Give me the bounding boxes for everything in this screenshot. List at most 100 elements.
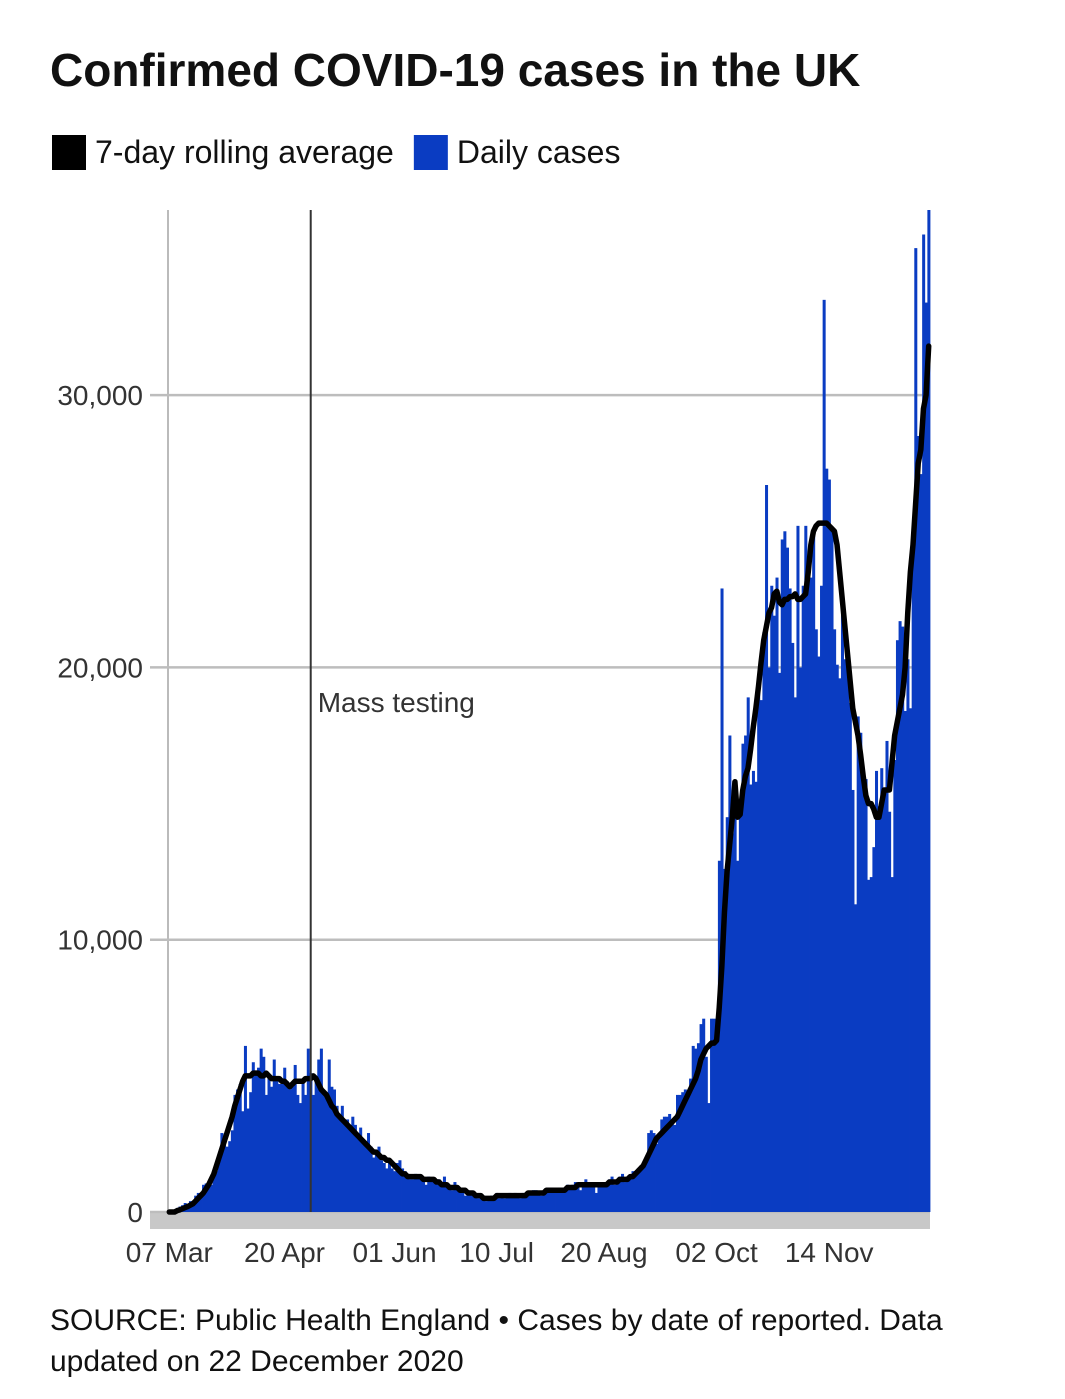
baseline-band [150,1212,930,1229]
bar [644,1160,648,1212]
x-tick-label: 07 Mar [126,1237,213,1268]
legend-label: Daily cases [457,134,621,170]
bar [411,1179,415,1212]
bar [317,1059,321,1212]
bar [780,539,784,1212]
bar [730,833,735,1212]
legend-swatch [413,135,448,170]
bar [676,1094,680,1212]
bar [838,678,842,1212]
bar [749,784,753,1212]
bar [262,1056,266,1212]
bar [241,1111,245,1212]
bar [568,1187,572,1212]
bar [796,525,800,1212]
bar [699,1024,703,1212]
bar [343,1122,347,1212]
bar [432,1182,436,1212]
bar [817,656,821,1212]
bar [607,1179,611,1212]
bar [851,789,855,1212]
bar [484,1201,488,1212]
bar [539,1195,543,1212]
bar [830,531,834,1212]
bar [775,577,779,1212]
bar [356,1138,360,1212]
bar [202,1184,206,1212]
bar [600,1187,604,1212]
bar [639,1165,643,1212]
bar [628,1176,632,1212]
bar [233,1094,237,1212]
bar [744,735,748,1212]
bar [353,1124,357,1212]
bar [304,1094,308,1212]
bar [505,1195,509,1212]
bar [277,1084,281,1212]
bar [859,732,863,1212]
bar [623,1182,627,1212]
bar [809,577,813,1212]
bar [288,1089,292,1212]
bar [306,1048,310,1212]
bar [893,760,897,1212]
bar [215,1171,219,1212]
bar [880,768,884,1212]
bar [335,1105,339,1212]
bar [846,670,850,1212]
bar [516,1195,520,1212]
bar [563,1187,567,1212]
bar [919,474,923,1212]
rolling-average-line [166,343,932,1215]
bar [649,1130,653,1212]
bar [673,1124,677,1212]
bar [806,555,810,1212]
y-tick-label: 20,000 [57,652,143,683]
bar [270,1086,274,1212]
bar [500,1195,504,1212]
bar [230,1130,234,1212]
bar [754,781,758,1212]
bar [767,667,771,1212]
bar [835,664,839,1212]
bar [387,1160,391,1212]
bar [856,716,860,1212]
bar [492,1195,496,1212]
bar [529,1192,533,1212]
legend-label: 7-day rolling average [95,134,394,170]
bar [751,770,755,1212]
bar [854,904,858,1212]
bar [686,1092,690,1212]
bar [398,1160,402,1212]
bar [259,1048,263,1212]
legend-swatch [52,135,86,170]
bar [906,659,910,1212]
bar [665,1116,669,1212]
bar [547,1187,551,1212]
bar [888,811,892,1212]
bar [332,1089,336,1212]
bar [573,1182,577,1212]
bar [524,1195,528,1212]
bar [419,1179,423,1212]
bar [861,776,865,1212]
bar [804,525,808,1212]
bar [220,1133,224,1212]
bar [246,1108,250,1212]
bar [264,1094,268,1212]
bar [848,702,852,1212]
bar [453,1182,457,1212]
bar [199,1194,203,1212]
bar [909,708,913,1212]
bar [723,868,727,1212]
bar [445,1184,449,1212]
bar [490,1195,494,1212]
bar [450,1190,454,1212]
bar [864,779,868,1212]
bar [495,1192,499,1212]
bar [890,877,894,1212]
bar [759,700,763,1212]
bar [401,1168,405,1212]
x-tick-label: 20 Aug [560,1237,647,1268]
bar [217,1154,221,1212]
